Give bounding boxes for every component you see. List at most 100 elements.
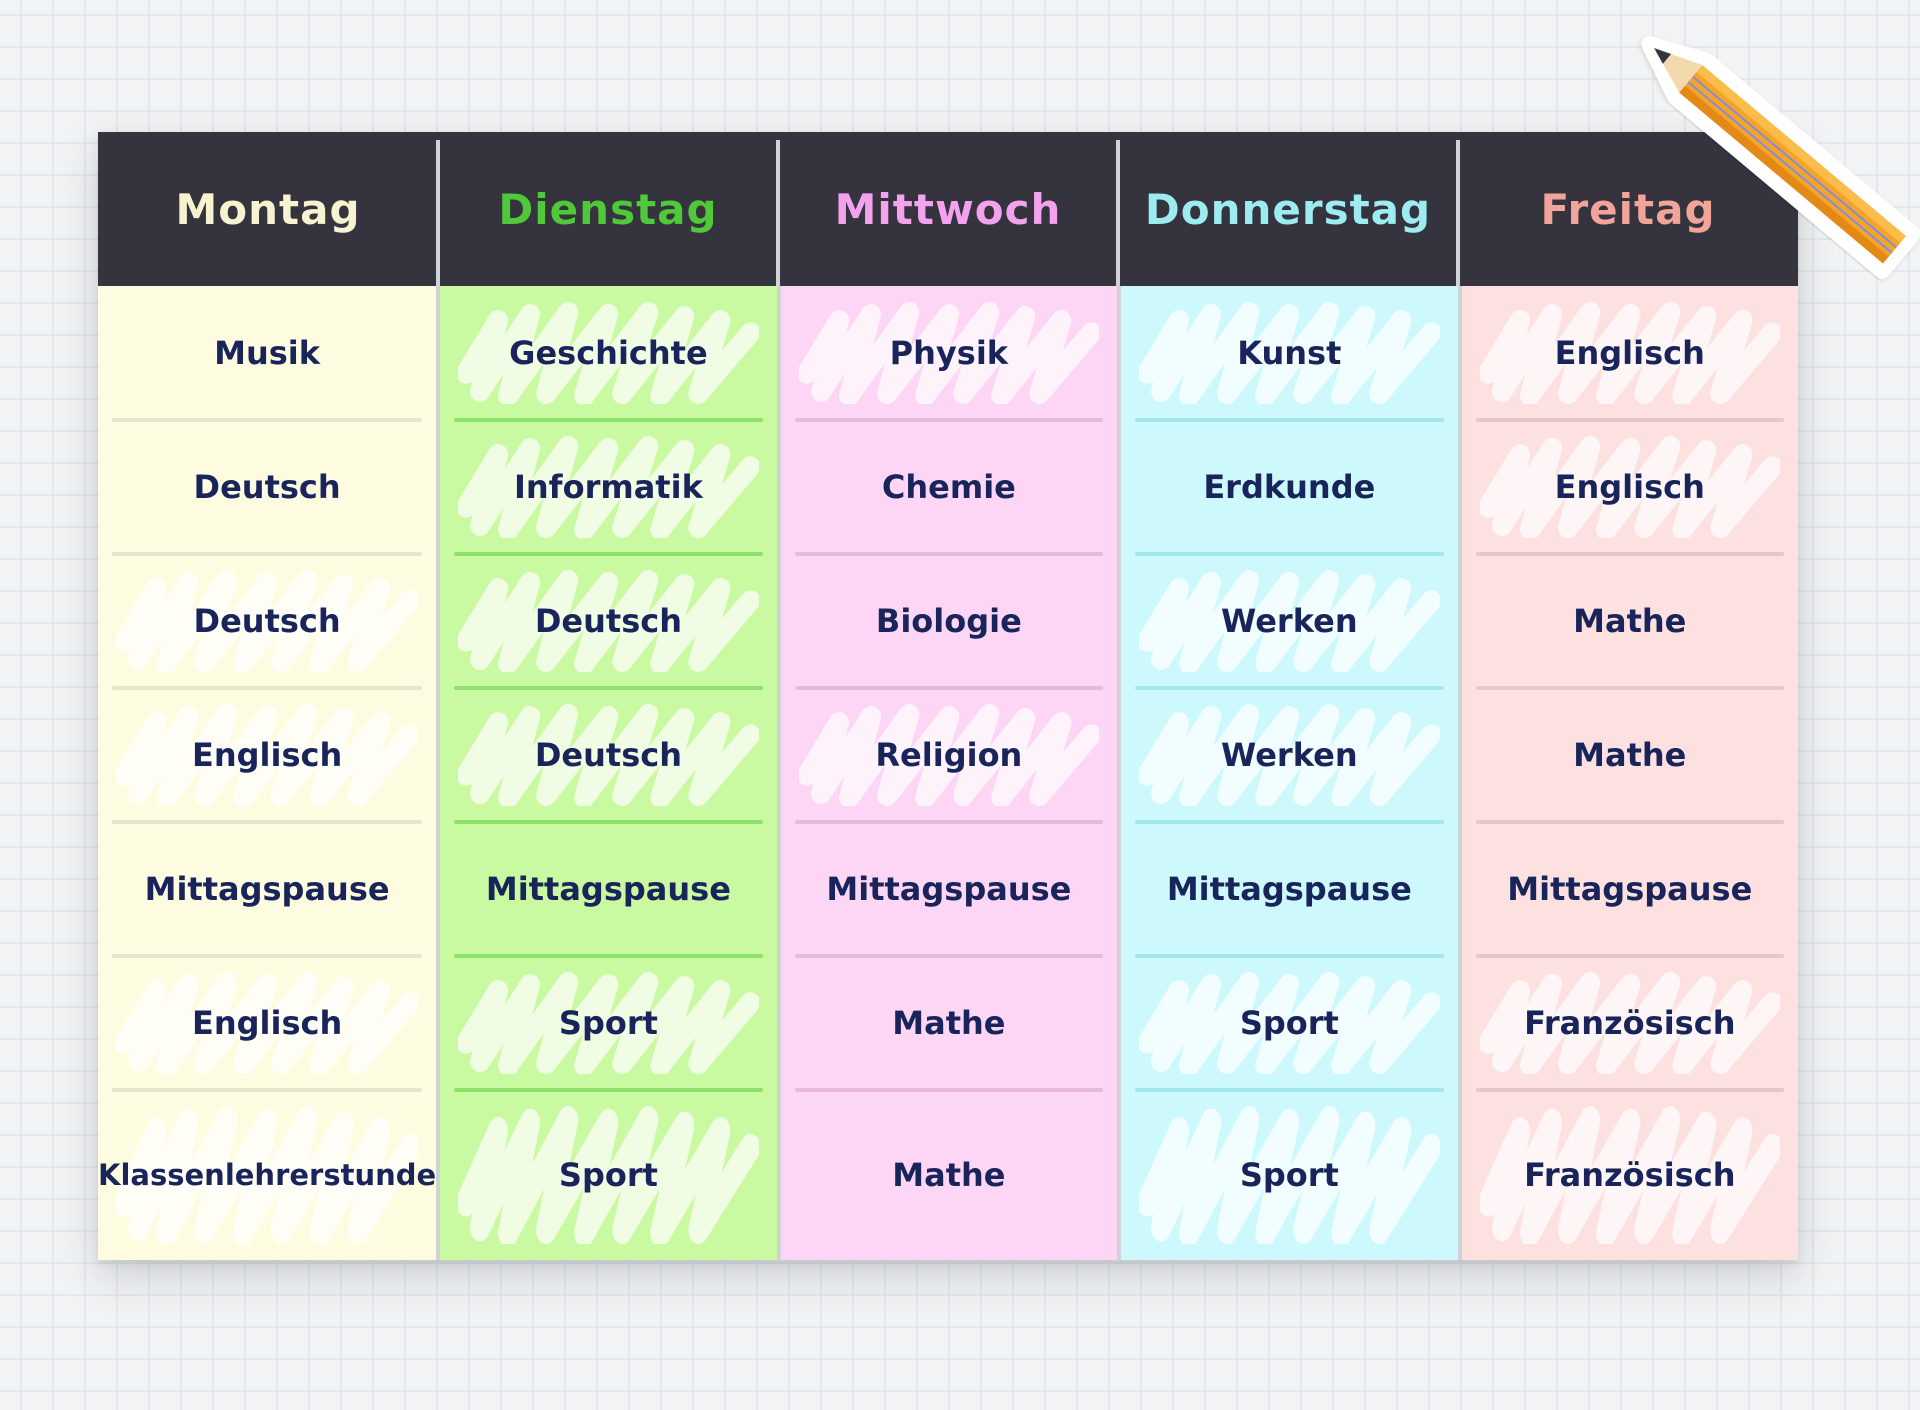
lesson-label: Kunst — [1237, 333, 1342, 372]
lesson-cell: Sport — [1121, 956, 1457, 1092]
lesson-label: Französisch — [1524, 1155, 1736, 1194]
lesson-cell: Sport — [440, 956, 776, 1092]
scribble-highlight-icon — [1479, 1105, 1780, 1244]
lesson-cell: Mathe — [781, 1090, 1117, 1260]
scribble-highlight-icon — [116, 569, 419, 672]
lesson-label: Mittagspause — [144, 869, 390, 908]
lesson-label: Erdkunde — [1203, 467, 1376, 506]
lesson-cell: Werken — [1121, 688, 1457, 824]
lesson-cell: Deutsch — [98, 554, 436, 690]
lesson-label: Informatik — [513, 467, 703, 506]
lesson-cell: Englisch — [98, 688, 436, 824]
lunch-break-cell: Mittagspause — [98, 822, 436, 958]
lesson-cell: Englisch — [98, 956, 436, 1092]
lesson-label: Werken — [1221, 735, 1358, 774]
lunch-break-cell: Mittagspause — [1462, 822, 1798, 958]
day-header-thursday: Donnerstag — [1116, 132, 1458, 286]
lesson-cell: Mathe — [781, 956, 1117, 1092]
lesson-cell: Sport — [440, 1090, 776, 1260]
lesson-cell: Werken — [1121, 554, 1457, 690]
lesson-label: Französisch — [1524, 1003, 1736, 1042]
lesson-label: Musik — [214, 333, 321, 372]
lesson-label: Mittagspause — [1507, 869, 1753, 908]
lesson-cell: Chemie — [781, 420, 1117, 556]
lesson-label: Deutsch — [534, 601, 682, 640]
scribble-highlight-icon — [1139, 569, 1440, 672]
lesson-cell: Deutsch — [440, 688, 776, 824]
scribble-highlight-icon — [116, 1105, 419, 1244]
scribble-highlight-icon — [1479, 302, 1780, 404]
scribble-highlight-icon — [458, 703, 759, 806]
lesson-label: Sport — [558, 1003, 658, 1042]
scribble-highlight-icon — [458, 971, 759, 1074]
scribble-highlight-icon — [1139, 1105, 1440, 1244]
lesson-label: Biologie — [875, 601, 1022, 640]
scribble-highlight-icon — [116, 971, 419, 1074]
column-tuesday: Geschichte Informatik Deutsch Deutsch Mi… — [436, 286, 777, 1260]
lesson-cell: Klassenlehrerstunde — [98, 1090, 436, 1260]
day-header-wednesday: Mittwoch — [776, 132, 1118, 286]
lesson-label: Mathe — [1573, 601, 1687, 640]
lesson-label: Werken — [1221, 601, 1358, 640]
lesson-cell: Physik — [781, 286, 1117, 422]
lesson-label: Englisch — [191, 735, 343, 774]
lesson-cell: Mathe — [1462, 688, 1798, 824]
column-monday: Musik Deutsch Deutsch Englisch Mittagspa… — [98, 286, 437, 1260]
lesson-label: Sport — [558, 1155, 658, 1194]
timetable-grid: Musik Deutsch Deutsch Englisch Mittagspa… — [98, 286, 1798, 1260]
lesson-label: Religion — [875, 735, 1023, 774]
lesson-label: Englisch — [191, 1003, 343, 1042]
lesson-cell: Deutsch — [440, 554, 776, 690]
lesson-label: Mittagspause — [485, 869, 731, 908]
lesson-cell: Biologie — [781, 554, 1117, 690]
scribble-highlight-icon — [458, 302, 759, 404]
scribble-highlight-icon — [1139, 971, 1440, 1074]
scribble-highlight-icon — [458, 435, 759, 538]
day-header-monday: Montag — [175, 184, 361, 234]
scribble-highlight-icon — [458, 569, 759, 672]
timetable-sheet: Montag Dienstag Mittwoch Donnerstag Frei… — [98, 132, 1798, 1260]
lesson-cell: Deutsch — [98, 420, 436, 556]
lunch-break-cell: Mittagspause — [781, 822, 1117, 958]
lesson-cell: Kunst — [1121, 286, 1457, 422]
lesson-cell: Mathe — [1462, 554, 1798, 690]
lesson-cell: Englisch — [1462, 420, 1798, 556]
scribble-highlight-icon — [1139, 302, 1440, 404]
lesson-label: Deutsch — [193, 601, 341, 640]
lesson-label: Mathe — [1573, 735, 1687, 774]
column-friday: Englisch Englisch Mathe Mathe Mittagspau… — [1457, 286, 1798, 1260]
lesson-cell: Informatik — [440, 420, 776, 556]
lesson-cell: Französisch — [1462, 1090, 1798, 1260]
lesson-cell: Erdkunde — [1121, 420, 1457, 556]
lesson-label: Sport — [1239, 1003, 1339, 1042]
day-header-friday: Freitag — [1456, 132, 1798, 286]
lesson-cell: Englisch — [1462, 286, 1798, 422]
lunch-break-cell: Mittagspause — [1121, 822, 1457, 958]
lesson-label: Sport — [1239, 1155, 1339, 1194]
lesson-cell: Sport — [1121, 1090, 1457, 1260]
lesson-label: Deutsch — [534, 735, 682, 774]
lesson-cell: Französisch — [1462, 956, 1798, 1092]
scribble-highlight-icon — [798, 703, 1100, 806]
scribble-highlight-icon — [116, 703, 419, 806]
lesson-label: Englisch — [1554, 467, 1705, 506]
lesson-label: Physik — [889, 333, 1009, 372]
lesson-label: Mathe — [892, 1155, 1006, 1194]
scribble-highlight-icon — [1479, 971, 1780, 1074]
column-wednesday: Physik Chemie Biologie Religion Mittagsp… — [776, 286, 1118, 1260]
scribble-highlight-icon — [1479, 435, 1780, 538]
lunch-break-cell: Mittagspause — [440, 822, 776, 958]
lesson-label: Chemie — [881, 467, 1016, 506]
lesson-cell: Musik — [98, 286, 436, 422]
scribble-highlight-icon — [458, 1105, 759, 1244]
scribble-highlight-icon — [1139, 703, 1440, 806]
lesson-label: Geschichte — [509, 333, 708, 372]
lesson-label: Englisch — [1554, 333, 1705, 372]
weekday-header: Montag Dienstag Mittwoch Donnerstag Frei… — [98, 132, 1798, 286]
lesson-label: Klassenlehrerstunde — [98, 1157, 437, 1192]
lesson-label: Mittagspause — [1166, 869, 1412, 908]
lesson-label: Mathe — [892, 1003, 1006, 1042]
lesson-cell: Geschichte — [440, 286, 776, 422]
day-header-tuesday: Dienstag — [436, 132, 778, 286]
lesson-cell: Religion — [781, 688, 1117, 824]
